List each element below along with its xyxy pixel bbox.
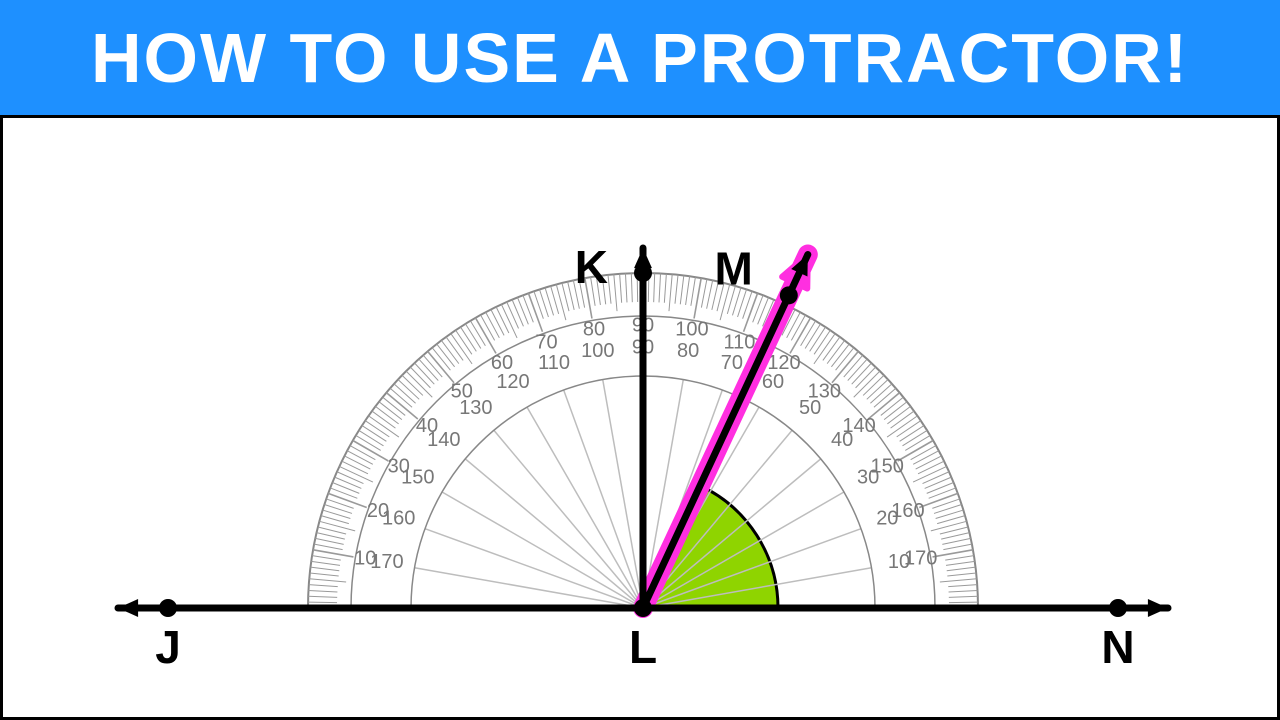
svg-text:170: 170 — [370, 551, 403, 573]
label-L: L — [629, 621, 657, 673]
point-L — [634, 599, 652, 617]
protractor-diagram: 1701016020150301404013050120601107010080… — [3, 118, 1277, 717]
svg-text:50: 50 — [799, 397, 821, 419]
svg-text:80: 80 — [583, 319, 605, 341]
svg-text:120: 120 — [496, 371, 529, 393]
svg-text:100: 100 — [675, 319, 708, 341]
svg-text:30: 30 — [857, 466, 879, 488]
svg-text:150: 150 — [401, 466, 434, 488]
ray-LJ — [118, 599, 643, 617]
point-K — [634, 264, 652, 282]
svg-text:140: 140 — [427, 429, 460, 451]
title-text: HOW TO USE A PROTRACTOR! — [91, 18, 1189, 98]
svg-text:70: 70 — [535, 331, 557, 353]
svg-text:60: 60 — [762, 371, 784, 393]
label-K: K — [575, 241, 608, 293]
svg-text:10: 10 — [888, 551, 910, 573]
label-N: N — [1101, 621, 1134, 673]
point-J — [159, 599, 177, 617]
point-N — [1109, 599, 1127, 617]
svg-text:110: 110 — [538, 352, 570, 374]
label-M: M — [714, 243, 752, 295]
svg-text:100: 100 — [581, 340, 614, 362]
svg-text:20: 20 — [876, 507, 898, 529]
svg-text:110: 110 — [724, 331, 756, 353]
svg-text:40: 40 — [831, 429, 853, 451]
svg-text:160: 160 — [382, 507, 415, 529]
diagram-frame: 1701016020150301404013050120601107010080… — [0, 115, 1280, 720]
svg-text:70: 70 — [721, 352, 743, 374]
title-banner: HOW TO USE A PROTRACTOR! — [0, 0, 1280, 115]
svg-text:130: 130 — [459, 397, 492, 419]
svg-text:80: 80 — [677, 340, 699, 362]
ray-LK — [634, 248, 652, 608]
point-M — [780, 286, 798, 304]
label-J: J — [155, 621, 181, 673]
